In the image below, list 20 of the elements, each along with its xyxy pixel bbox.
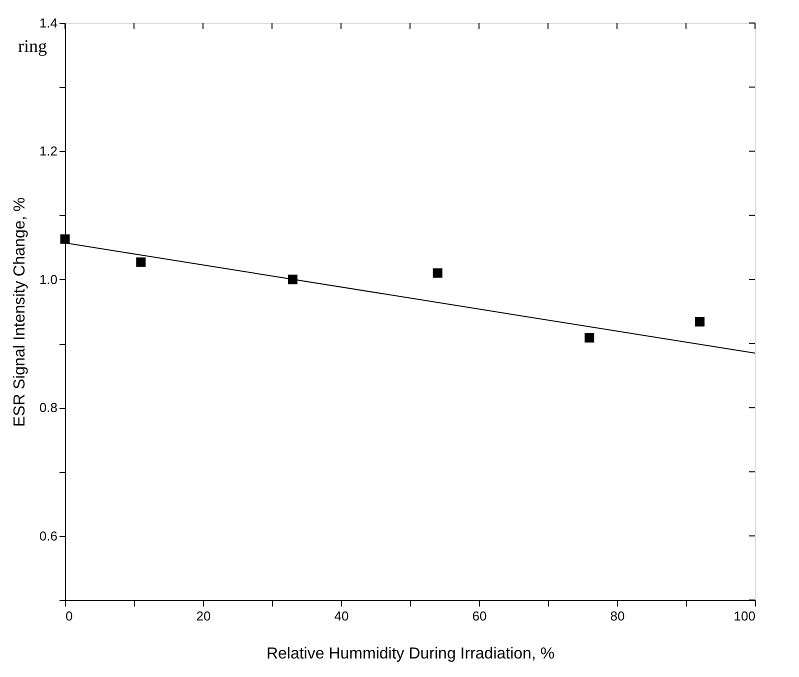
y-axis-title: ESR Signal Intensity Change, % <box>11 197 28 427</box>
point <box>695 317 705 326</box>
x-tick-label: 60 <box>472 608 487 624</box>
text: ring <box>18 36 47 56</box>
x-tick-label: 40 <box>334 608 349 624</box>
x-tick-label: 0 <box>66 608 73 624</box>
x-tick-label: 100 <box>734 608 756 624</box>
x-axis-title: Relative Hummidity During Irradiation, % <box>266 646 555 662</box>
x-tick-label: 80 <box>610 608 625 624</box>
point <box>60 234 70 244</box>
y-tick-label: 0.8 <box>39 400 58 416</box>
y-tick-label: 1.0 <box>39 272 58 287</box>
y-tick-label: 0.6 <box>39 528 58 544</box>
point <box>288 274 298 284</box>
x-tick-label: 20 <box>196 608 211 624</box>
point <box>584 333 594 343</box>
y-tick-label: 1.4 <box>39 16 58 30</box>
point <box>432 268 442 278</box>
point <box>136 257 146 267</box>
y-tick-label: 1.2 <box>39 144 58 159</box>
